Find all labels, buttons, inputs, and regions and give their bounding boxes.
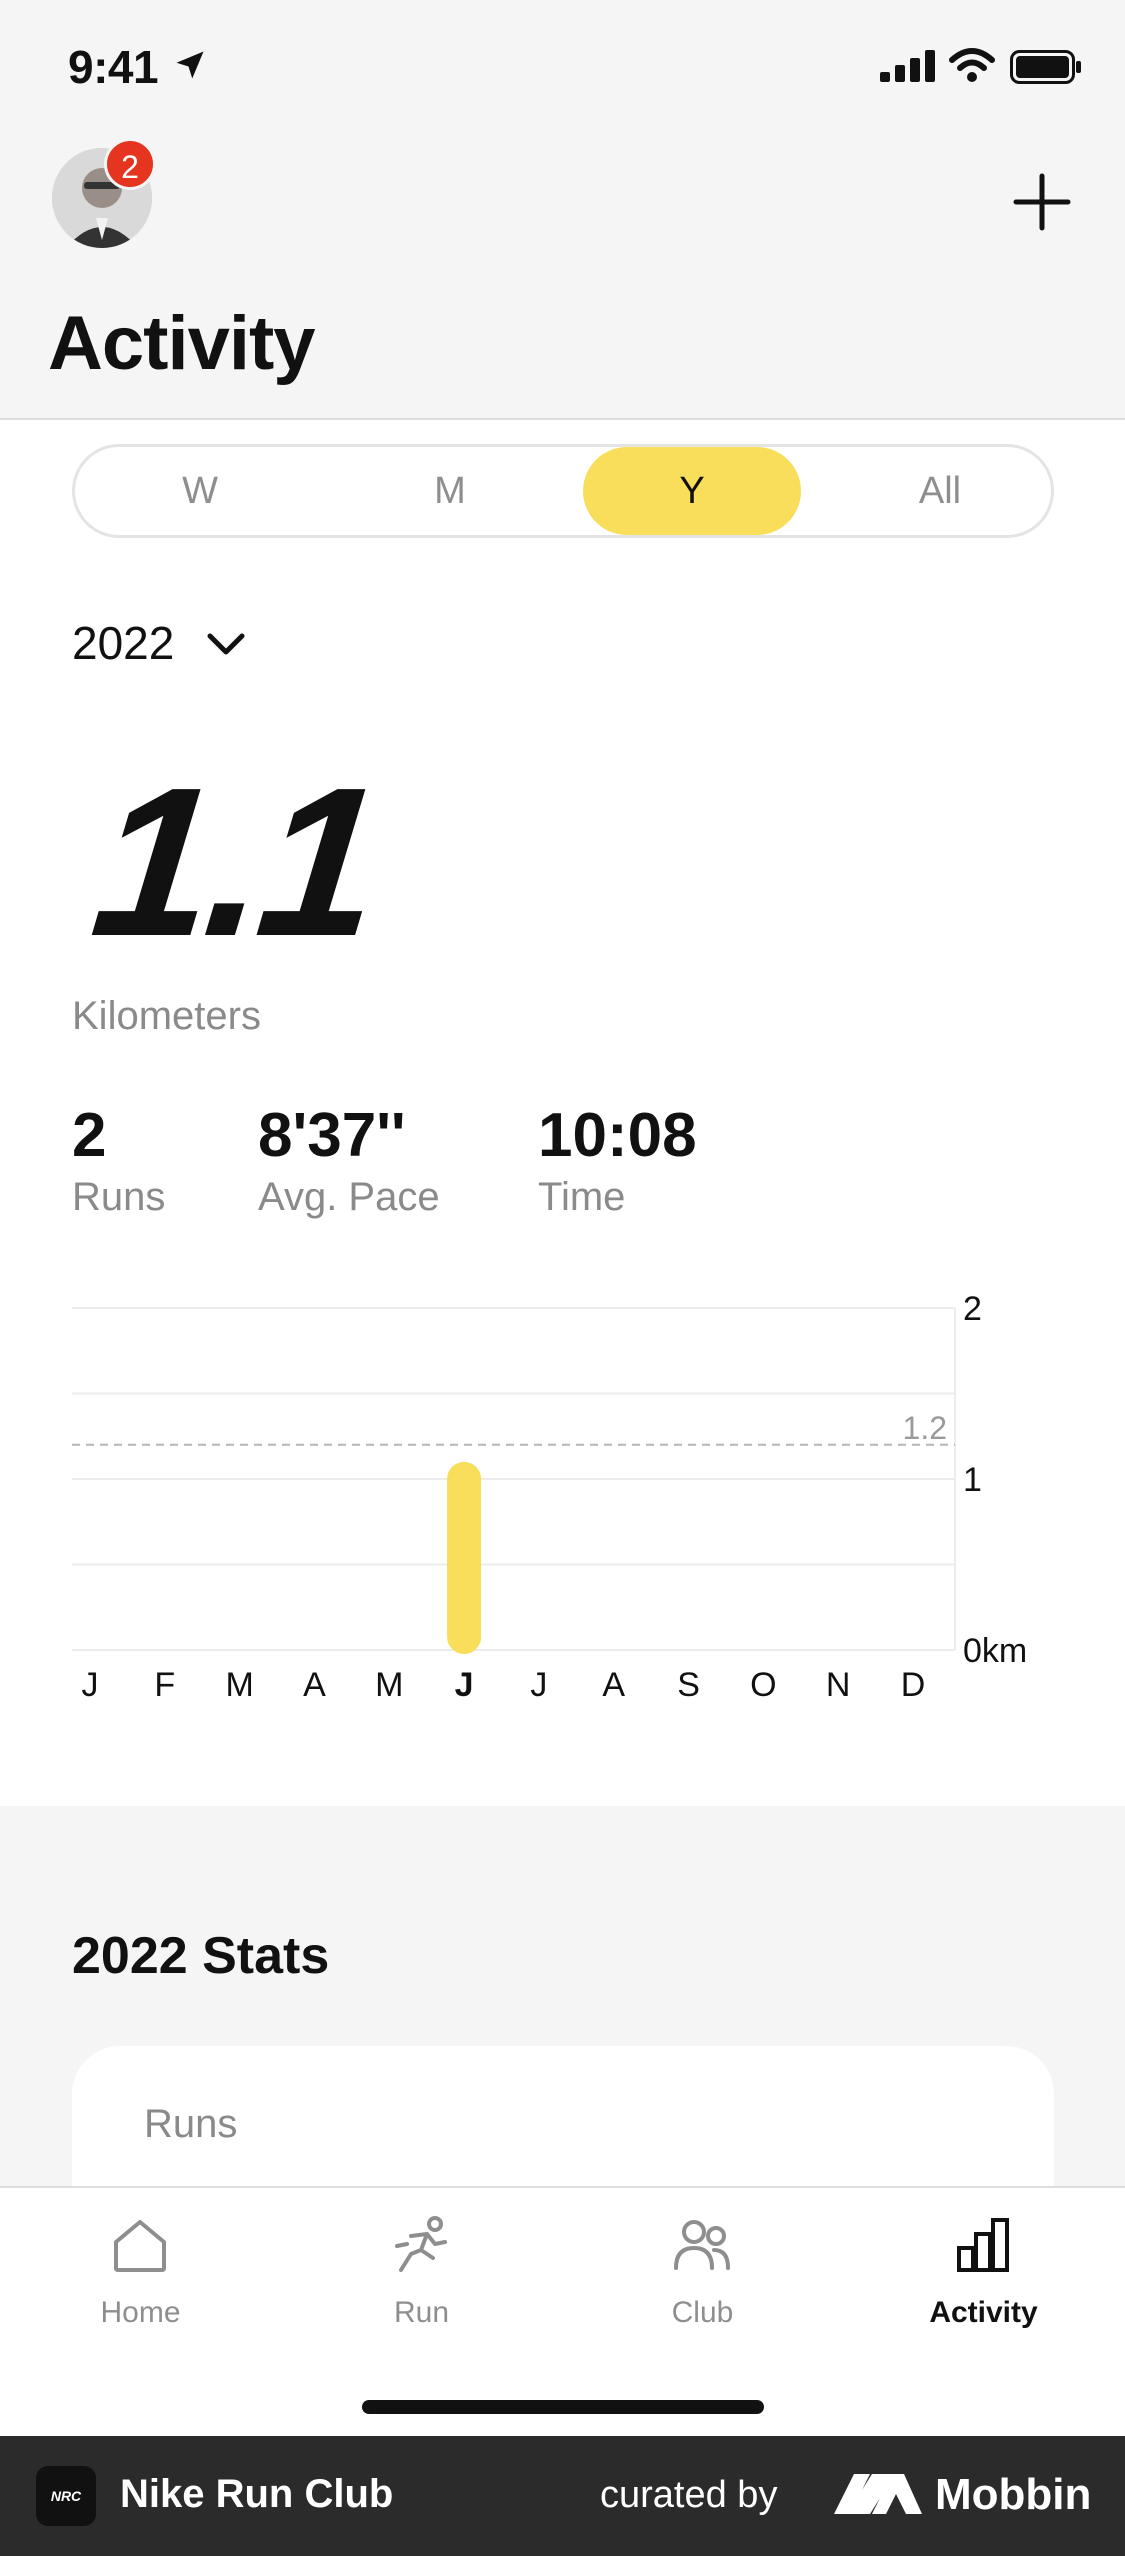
range-segmented-control: W M Y All [72, 444, 1054, 538]
tab-activity-label: Activity [929, 2296, 1038, 2329]
footer-curated-by: curated by [600, 2474, 778, 2516]
range-tab-year[interactable]: Y [583, 447, 801, 535]
wifi-icon [949, 48, 995, 82]
chart-x-tick-label: M [375, 1666, 403, 1700]
attribution-footer: NRC Nike Run Club curated by Mobbin [0, 2436, 1125, 2556]
chart-x-tick-label: F [154, 1666, 175, 1700]
location-arrow-icon [176, 51, 204, 79]
chart-x-tick-label: J [82, 1666, 99, 1700]
distance-unit-label: Kilometers [72, 994, 261, 1038]
club-icon [674, 2220, 730, 2270]
chart-x-tick-label: A [602, 1666, 625, 1700]
pace-stat: 8'37'' Avg. Pace [258, 1100, 440, 1220]
chart-x-tick-label: J [455, 1666, 474, 1700]
run-icon [395, 2216, 447, 2272]
tab-activity[interactable]: Activity [843, 2188, 1124, 2348]
tab-home-label: Home [100, 2296, 181, 2329]
pace-value: 8'37'' [258, 1101, 406, 1170]
range-tab-all[interactable]: All [918, 470, 962, 512]
runs-value: 2 [72, 1101, 107, 1170]
chart-x-tick-label: S [677, 1666, 700, 1700]
tab-home[interactable]: Home [0, 2188, 281, 2348]
notification-badge: 2 [104, 138, 156, 190]
pace-label: Avg. Pace [258, 1175, 440, 1219]
range-tab-month[interactable]: M [434, 470, 466, 512]
year-stats-section: 2022 Stats Runs [0, 1806, 1125, 2206]
tab-run[interactable]: Run [281, 2188, 562, 2348]
avatar[interactable] [52, 148, 152, 248]
total-distance-value: 1.1 [83, 743, 386, 980]
chart-x-tick-label: D [901, 1666, 926, 1700]
monthly-distance-chart: 0km 1 2 1.2 J F M A M J J A S O N D [72, 1290, 1027, 1700]
cellular-signal-icon [880, 50, 935, 82]
chart-x-tick-label: A [303, 1666, 326, 1700]
chart-reference-label: 1.2 [903, 1410, 947, 1446]
status-time: 9:41 [68, 41, 159, 93]
runs-stat: 2 Runs [72, 1100, 165, 1220]
tab-run-label: Run [393, 2296, 450, 2329]
page-title: Activity [48, 301, 316, 386]
year-selector[interactable]: 2022 [72, 617, 175, 669]
status-bar: 9:41 [0, 0, 1125, 140]
nrc-app-logo: NRC [36, 2466, 96, 2526]
home-icon [114, 2220, 166, 2272]
time-label: Time [538, 1175, 626, 1219]
chart-x-tick-label: N [826, 1666, 851, 1700]
footer-app-name: Nike Run Club [120, 2472, 394, 2516]
runs-label: Runs [72, 1175, 166, 1219]
header: 2 Activity [0, 138, 1125, 420]
mobbin-logo-icon [834, 2474, 922, 2514]
chart-x-tick-label: J [530, 1666, 547, 1700]
activity-icon [957, 2218, 1009, 2272]
time-stat: 10:08 Time [538, 1100, 697, 1220]
battery-icon [1010, 50, 1081, 84]
time-value: 10:08 [538, 1101, 697, 1170]
chart-y-tick-label: 0km [963, 1632, 1027, 1670]
stats-card[interactable]: Runs [72, 2046, 1054, 2206]
chart-y-tick-label: 1 [963, 1461, 982, 1499]
tab-club-label: Club [671, 2296, 734, 2329]
chart-x-tick-label: O [750, 1666, 776, 1700]
stats-card-label: Runs [144, 2102, 238, 2146]
tab-bar: Home Run Club Activity [0, 2186, 1125, 2436]
chart-bar [447, 1461, 482, 1654]
chart-y-tick-label: 2 [963, 1290, 982, 1328]
home-indicator [362, 2400, 764, 2414]
range-tab-week[interactable]: W [182, 470, 218, 512]
footer-brand: Mobbin [935, 2470, 1092, 2519]
tab-club[interactable]: Club [562, 2188, 843, 2348]
chevron-down-icon[interactable] [206, 632, 246, 658]
chart-x-tick-label: M [225, 1666, 253, 1700]
stats-title: 2022 Stats [72, 1927, 330, 1985]
add-activity-button[interactable] [1010, 170, 1074, 234]
